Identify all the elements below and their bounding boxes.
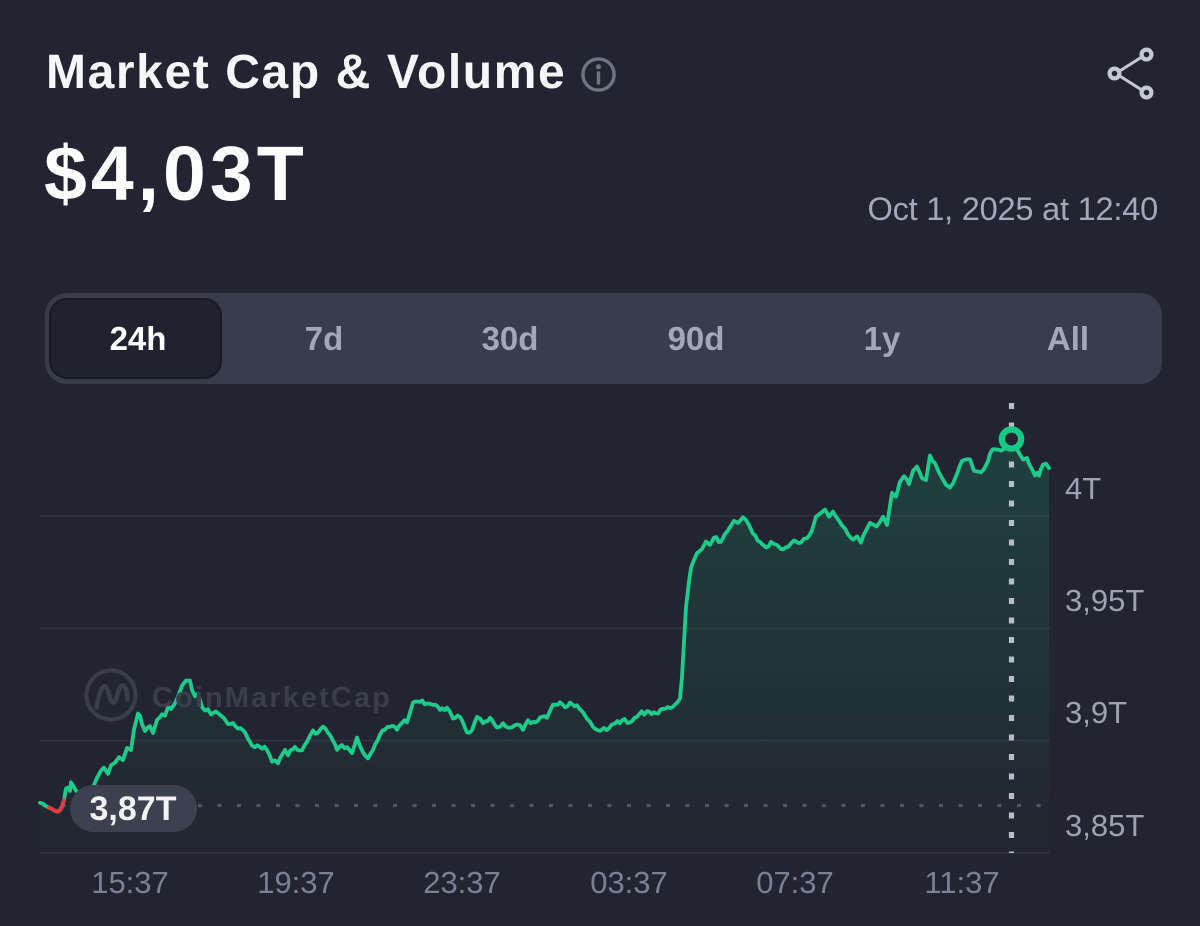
svg-text:07:37: 07:37 xyxy=(756,865,834,900)
svg-text:4T: 4T xyxy=(1065,471,1101,506)
svg-text:3,95T: 3,95T xyxy=(1065,583,1144,618)
svg-text:CoinMarketCap: CoinMarketCap xyxy=(152,682,392,714)
svg-text:3,9T: 3,9T xyxy=(1065,695,1127,730)
svg-text:15:37: 15:37 xyxy=(91,865,169,900)
svg-text:03:37: 03:37 xyxy=(590,865,668,900)
svg-text:3,87T: 3,87T xyxy=(90,790,177,828)
svg-text:11:37: 11:37 xyxy=(924,865,999,900)
svg-text:19:37: 19:37 xyxy=(257,865,335,900)
svg-text:3,85T: 3,85T xyxy=(1065,808,1144,843)
svg-text:23:37: 23:37 xyxy=(423,865,501,900)
